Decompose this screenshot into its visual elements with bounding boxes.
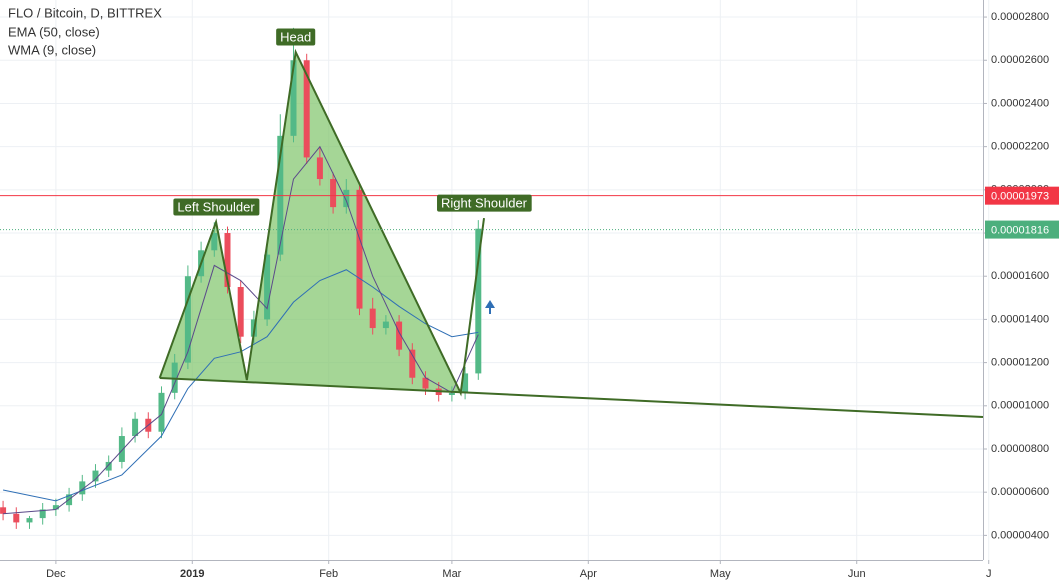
- candle-body: [211, 233, 218, 251]
- candle-body: [118, 436, 125, 462]
- candle-body: [382, 321, 389, 329]
- candle-body: [39, 509, 46, 519]
- price-label-box: [985, 220, 1059, 239]
- axes: 0.00000400 0.00000600 0.00000800 0.00001000…: [46, 11, 1059, 580]
- candle-body: [184, 276, 191, 363]
- candle-body: [316, 157, 323, 180]
- candle-body: [132, 418, 139, 437]
- chart-title: FLO / Bitcoin, D, BITTREX: [8, 5, 162, 20]
- y-tick-label: 0.00000400: [991, 529, 1049, 541]
- candle-body: [26, 518, 33, 523]
- candle-body: [79, 481, 86, 495]
- x-tick-label: Feb: [319, 568, 338, 580]
- indicator-line: [3, 145, 479, 515]
- candle-body: [330, 179, 337, 208]
- annotation-label: Right Shoulder: [441, 196, 528, 211]
- candle-body: [448, 392, 455, 396]
- candle-body: [369, 308, 376, 329]
- candle-body: [422, 377, 429, 389]
- y-tick-label: 0.00000600: [991, 486, 1049, 498]
- price-label-box: [985, 186, 1059, 205]
- candle-body: [475, 228, 482, 374]
- candle-body: [158, 392, 165, 432]
- legend-entry: EMA (50, close): [8, 24, 100, 39]
- pattern-line: [158, 48, 486, 397]
- candle-body: [92, 470, 99, 482]
- y-tick-label: 0.00001600: [991, 270, 1049, 282]
- candle-body: [462, 373, 469, 393]
- y-tick-label: 0.00002800: [991, 11, 1049, 23]
- annotation-box: [173, 198, 260, 216]
- candle-body: [264, 254, 271, 320]
- pattern-fill: [159, 52, 461, 394]
- y-tick-label: 0.00001400: [991, 313, 1049, 325]
- y-tick-label: 0.00002200: [991, 141, 1049, 153]
- grid: [0, 0, 990, 560]
- neckline: [159, 376, 984, 419]
- y-tick-label: 0.00002600: [991, 54, 1049, 66]
- y-tick-label: 0.00001000: [991, 400, 1049, 412]
- legend-entry: WMA (9, close): [8, 42, 96, 57]
- candle-body: [237, 287, 244, 337]
- indicator-line: [2, 269, 479, 502]
- x-tick-label: Apr: [580, 568, 597, 580]
- candle-body: [356, 189, 363, 309]
- candle-body: [13, 513, 20, 523]
- candle-body: [343, 189, 350, 208]
- x-tick-label: Mar: [442, 568, 461, 580]
- x-tick-label: May: [710, 568, 731, 580]
- annotation-box: [276, 28, 316, 46]
- y-tick-label: 0.00002400: [991, 97, 1049, 109]
- y-tick-label: 0.00000800: [991, 443, 1049, 455]
- candle-body: [409, 349, 416, 378]
- price-label: 0.00001816: [991, 224, 1049, 236]
- candle-body: [290, 60, 297, 136]
- marks: Left Shoulder Head Right Shoulder: [0, 27, 984, 529]
- y-tick-label: 0.00001200: [991, 357, 1049, 369]
- candle-body: [0, 507, 7, 514]
- annotation-label: Left Shoulder: [177, 199, 255, 214]
- x-tick-label: Dec: [46, 568, 66, 580]
- x-tick-label: Jun: [848, 568, 866, 580]
- x-tick-label: J: [986, 568, 992, 580]
- candle-body: [303, 60, 310, 158]
- candle-body: [52, 505, 59, 510]
- arrow-icon: [485, 300, 495, 314]
- candle-body: [105, 461, 112, 471]
- candle-body: [224, 233, 231, 288]
- x-tick-label: 2019: [180, 568, 204, 580]
- annotation-label: Head: [280, 29, 311, 44]
- candle-body: [396, 321, 403, 350]
- annotation-box: [437, 194, 532, 212]
- price-label: 0.00001973: [991, 191, 1049, 203]
